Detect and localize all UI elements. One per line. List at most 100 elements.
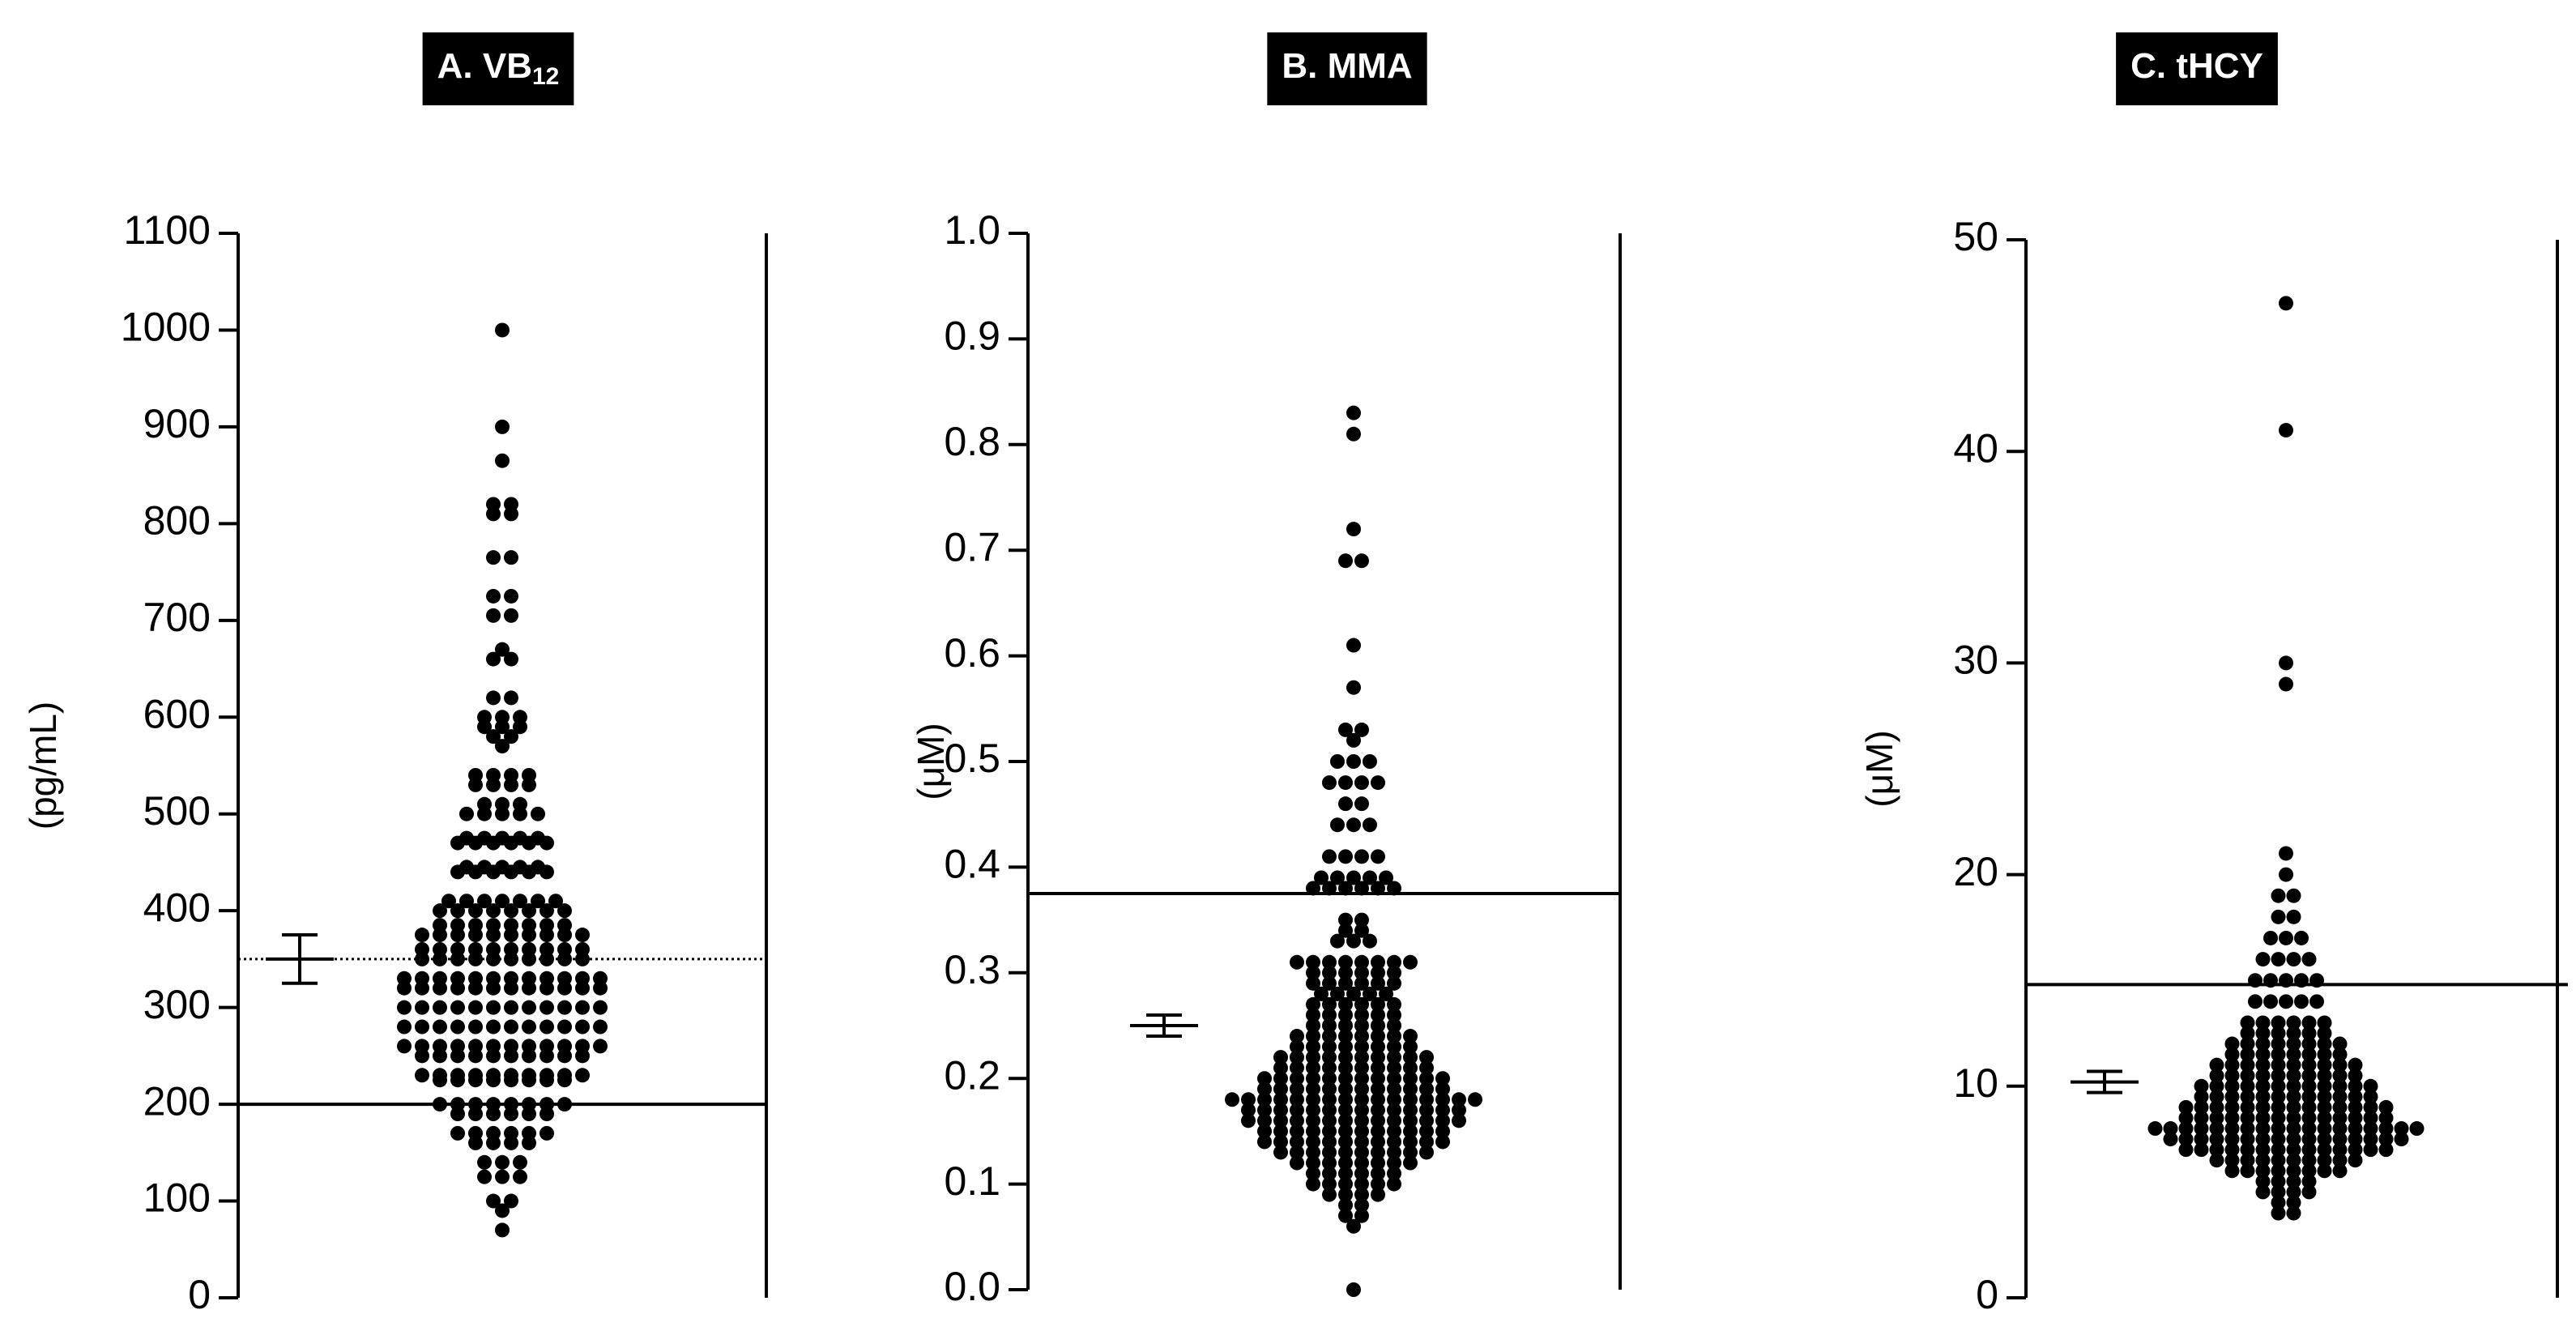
- data-point: [2224, 1121, 2240, 1137]
- data-point: [1387, 975, 1401, 991]
- data-point: [468, 835, 483, 851]
- data-point: [495, 1222, 510, 1238]
- data-point: [2286, 1153, 2301, 1168]
- data-point: [1371, 1113, 1385, 1128]
- data-point: [2271, 1205, 2286, 1221]
- data-point: [1354, 975, 1369, 991]
- data-point: [1387, 881, 1401, 896]
- data-point: [1338, 1134, 1353, 1150]
- data-point: [1273, 1071, 1288, 1086]
- data-point: [1338, 1124, 1353, 1139]
- data-point: [468, 903, 483, 919]
- data-point: [2255, 1078, 2271, 1094]
- data-point: [513, 1154, 527, 1170]
- data-point: [504, 835, 518, 851]
- data-point: [433, 1019, 447, 1035]
- data-point: [2279, 930, 2293, 945]
- data-point: [495, 739, 510, 754]
- data-point: [2348, 1110, 2363, 1125]
- data-point: [495, 1154, 510, 1170]
- data-point: [2409, 1121, 2425, 1137]
- data-point: [477, 1154, 492, 1170]
- data-point: [504, 951, 518, 966]
- data-point: [2240, 1089, 2255, 1104]
- data-point: [1322, 1029, 1337, 1044]
- data-point: [2317, 1047, 2332, 1062]
- data-point: [1435, 1124, 1450, 1139]
- data-point: [2209, 1089, 2224, 1104]
- data-point: [477, 1169, 492, 1184]
- panel-title: B. MMA: [1267, 32, 1427, 105]
- data-point: [2301, 1057, 2317, 1073]
- data-point: [450, 951, 465, 966]
- data-point: [1290, 1155, 1304, 1171]
- data-point: [2301, 1089, 2317, 1104]
- data-point: [1330, 817, 1345, 833]
- data-point: [575, 1048, 590, 1064]
- data-point: [557, 980, 572, 996]
- data-point: [2286, 1142, 2301, 1158]
- data-point: [2255, 1132, 2271, 1147]
- data-point: [557, 951, 572, 966]
- data-point: [2255, 1036, 2271, 1052]
- data-point: [2163, 1132, 2178, 1147]
- data-point: [415, 1048, 429, 1064]
- data-point: [2271, 1153, 2286, 1168]
- data-point: [1290, 1081, 1304, 1097]
- data-point: [1322, 849, 1337, 864]
- data-point: [1290, 1145, 1304, 1160]
- data-point: [1338, 775, 1353, 791]
- data-point: [522, 1107, 536, 1122]
- data-point: [1403, 1039, 1418, 1055]
- y-tick-label: 0.1: [944, 1158, 1000, 1204]
- y-tick-label: 700: [143, 595, 211, 640]
- data-point: [1387, 1071, 1401, 1086]
- data-point: [1257, 1124, 1272, 1139]
- data-point: [2271, 1068, 2286, 1083]
- data-point: [2240, 1099, 2255, 1115]
- data-point: [575, 928, 590, 943]
- data-point: [1338, 996, 1353, 1012]
- data-point: [2286, 1057, 2301, 1073]
- data-point: [2363, 1132, 2378, 1147]
- data-point: [1387, 1166, 1401, 1181]
- data-point: [2332, 1036, 2348, 1052]
- data-point: [2348, 1099, 2363, 1115]
- data-point: [2286, 1121, 2301, 1137]
- data-point: [2332, 1078, 2348, 1094]
- data-point: [2317, 1163, 2332, 1179]
- data-point: [1435, 1113, 1450, 1128]
- data-point: [557, 1073, 572, 1088]
- data-point: [2163, 1121, 2178, 1137]
- data-point: [1322, 1039, 1337, 1055]
- data-point: [2271, 1057, 2286, 1073]
- data-point: [1306, 1050, 1320, 1065]
- data-point: [1346, 1218, 1361, 1234]
- data-point: [531, 806, 545, 821]
- data-point: [1354, 1187, 1369, 1202]
- data-point: [2271, 1015, 2286, 1030]
- data-point: [557, 1048, 572, 1064]
- data-point: [2317, 1026, 2332, 1041]
- data-point: [1354, 1103, 1369, 1118]
- data-point: [2286, 1026, 2301, 1041]
- data-point: [1338, 1113, 1353, 1128]
- y-tick-label: 900: [143, 401, 211, 446]
- data-point: [2286, 1110, 2301, 1125]
- data-point: [575, 980, 590, 996]
- data-point: [1306, 1134, 1320, 1150]
- data-point: [2286, 1068, 2301, 1083]
- data-point: [1371, 1145, 1385, 1160]
- data-point: [1306, 996, 1320, 1012]
- data-point: [2294, 930, 2309, 945]
- data-point: [495, 453, 510, 468]
- data-point: [2224, 1047, 2240, 1062]
- data-point: [1387, 965, 1401, 980]
- data-point: [504, 1193, 518, 1209]
- data-point: [1338, 1018, 1353, 1033]
- data-point: [2279, 867, 2293, 882]
- y-tick-label: 50: [1953, 214, 1998, 259]
- data-point: [2348, 1057, 2363, 1073]
- data-point: [1290, 1103, 1304, 1118]
